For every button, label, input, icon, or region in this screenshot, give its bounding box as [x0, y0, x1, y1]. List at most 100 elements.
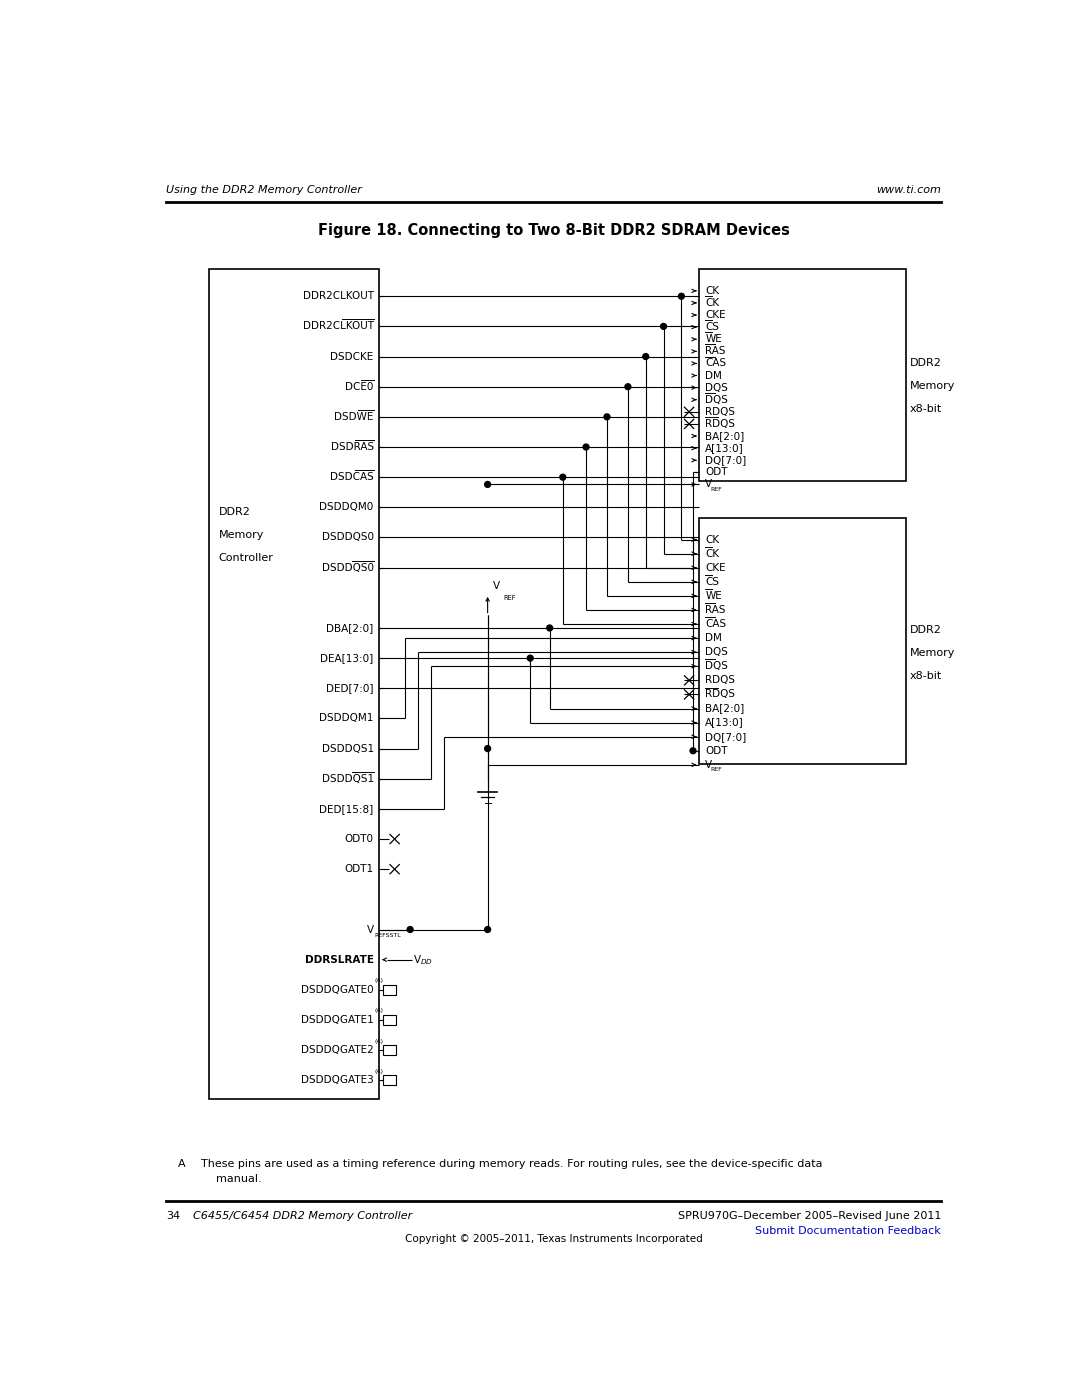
- Text: DSDDQGATE2: DSDDQGATE2: [301, 1045, 374, 1055]
- Text: RDQS: RDQS: [705, 690, 735, 700]
- Text: DSDWE: DSDWE: [335, 412, 374, 422]
- Text: DSDDQGATE0: DSDDQGATE0: [301, 985, 374, 995]
- Text: DQS: DQS: [705, 661, 728, 672]
- Text: (A): (A): [375, 1009, 383, 1013]
- Bar: [383, 985, 396, 995]
- Text: Submit Documentation Feedback: Submit Documentation Feedback: [755, 1227, 941, 1236]
- Text: Using the DDR2 Memory Controller: Using the DDR2 Memory Controller: [166, 184, 362, 194]
- Circle shape: [678, 293, 685, 299]
- Text: CAS: CAS: [705, 359, 727, 369]
- Text: CK: CK: [705, 298, 719, 307]
- Circle shape: [485, 926, 490, 932]
- Text: WE: WE: [705, 591, 723, 601]
- Bar: [383, 1045, 396, 1055]
- Text: manual.: manual.: [216, 1173, 262, 1185]
- Text: DSDRAS: DSDRAS: [330, 441, 374, 453]
- Text: REF: REF: [711, 767, 723, 773]
- Text: ODT: ODT: [705, 746, 728, 756]
- Text: x8-bit: x8-bit: [910, 671, 942, 680]
- Text: DQS: DQS: [705, 383, 728, 393]
- Bar: [208, 270, 379, 1098]
- Text: DSDDQS0: DSDDQS0: [322, 532, 374, 542]
- Text: Copyright © 2005–2011, Texas Instruments Incorporated: Copyright © 2005–2011, Texas Instruments…: [405, 1234, 702, 1245]
- Text: Figure 18. Connecting to Two 8-Bit DDR2 SDRAM Devices: Figure 18. Connecting to Two 8-Bit DDR2 …: [318, 224, 789, 237]
- Text: REF: REF: [711, 486, 723, 492]
- Text: CK: CK: [705, 535, 719, 545]
- Text: DSDDQM0: DSDDQM0: [320, 503, 374, 513]
- Bar: [383, 1016, 396, 1025]
- Text: CK: CK: [705, 549, 719, 559]
- Text: DBA[2:0]: DBA[2:0]: [326, 623, 374, 633]
- Text: C6455/C6454 DDR2 Memory Controller: C6455/C6454 DDR2 Memory Controller: [193, 1211, 413, 1221]
- Text: DDR2CLKOUT: DDR2CLKOUT: [302, 291, 374, 302]
- Text: DDR2: DDR2: [218, 507, 251, 517]
- Text: (A): (A): [375, 978, 383, 983]
- Text: ODT: ODT: [705, 468, 728, 478]
- Text: DQ[7:0]: DQ[7:0]: [705, 732, 746, 742]
- Text: DDRSLRATE: DDRSLRATE: [305, 954, 374, 965]
- Circle shape: [485, 746, 490, 752]
- Text: CK: CK: [705, 286, 719, 296]
- Text: DDR2CLKOUT: DDR2CLKOUT: [302, 321, 374, 331]
- Text: SPRU970G–December 2005–Revised June 2011: SPRU970G–December 2005–Revised June 2011: [677, 1211, 941, 1221]
- Text: www.ti.com: www.ti.com: [876, 184, 941, 194]
- Text: DSDDQS1: DSDDQS1: [322, 743, 374, 753]
- Bar: [699, 518, 906, 764]
- Circle shape: [643, 353, 649, 359]
- Text: DDR2: DDR2: [910, 624, 942, 634]
- Text: Memory: Memory: [910, 381, 956, 391]
- Text: CS: CS: [705, 323, 719, 332]
- Text: WE: WE: [705, 334, 723, 344]
- Text: A[13:0]: A[13:0]: [705, 443, 744, 453]
- Text: RAS: RAS: [705, 605, 726, 615]
- Text: DSDDQM1: DSDDQM1: [320, 714, 374, 724]
- Text: Controller: Controller: [218, 553, 273, 563]
- Text: BA[2:0]: BA[2:0]: [705, 704, 744, 714]
- Text: DSDDQS0: DSDDQS0: [322, 563, 374, 573]
- Text: DED[15:8]: DED[15:8]: [320, 803, 374, 814]
- Circle shape: [661, 324, 666, 330]
- Text: CAS: CAS: [705, 619, 727, 629]
- Text: DSDDQGATE1: DSDDQGATE1: [301, 1016, 374, 1025]
- Text: RDQS: RDQS: [705, 419, 735, 429]
- Text: V$_{DD}$: V$_{DD}$: [414, 953, 433, 967]
- Circle shape: [604, 414, 610, 419]
- Text: 34: 34: [166, 1211, 180, 1221]
- Bar: [383, 1076, 396, 1085]
- Circle shape: [583, 444, 589, 450]
- Circle shape: [559, 474, 566, 481]
- Text: DEA[13:0]: DEA[13:0]: [321, 654, 374, 664]
- Text: RAS: RAS: [705, 346, 726, 356]
- Text: These pins are used as a timing reference during memory reads. For routing rules: These pins are used as a timing referenc…: [201, 1158, 822, 1169]
- Text: V: V: [494, 581, 500, 591]
- Text: (A): (A): [375, 1038, 383, 1044]
- Text: V: V: [705, 760, 713, 770]
- Text: CS: CS: [705, 577, 719, 587]
- Text: REF: REF: [503, 595, 515, 602]
- Text: CKE: CKE: [705, 310, 726, 320]
- Text: DSDCKE: DSDCKE: [330, 352, 374, 362]
- Circle shape: [407, 926, 413, 932]
- Text: DSDDQS1: DSDDQS1: [322, 774, 374, 784]
- Text: V: V: [705, 479, 713, 489]
- Text: DDR2: DDR2: [910, 358, 942, 369]
- Circle shape: [485, 482, 490, 488]
- Text: A[13:0]: A[13:0]: [705, 718, 744, 728]
- Text: DSDDQGATE3: DSDDQGATE3: [301, 1076, 374, 1085]
- Text: DM: DM: [705, 370, 723, 380]
- Text: BA[2:0]: BA[2:0]: [705, 432, 744, 441]
- Text: A: A: [177, 1158, 186, 1169]
- Text: REFSSTL: REFSSTL: [375, 933, 402, 937]
- Text: ODT0: ODT0: [345, 834, 374, 844]
- Text: DSDCAS: DSDCAS: [330, 472, 374, 482]
- Text: DQS: DQS: [705, 395, 728, 405]
- Text: ODT1: ODT1: [345, 865, 374, 875]
- Text: (A): (A): [375, 1069, 383, 1074]
- Text: Memory: Memory: [910, 648, 956, 658]
- Bar: [699, 270, 906, 481]
- Text: DCE0: DCE0: [346, 381, 374, 391]
- Text: DQS: DQS: [705, 647, 728, 657]
- Circle shape: [527, 655, 534, 661]
- Text: V: V: [366, 925, 374, 935]
- Circle shape: [625, 384, 631, 390]
